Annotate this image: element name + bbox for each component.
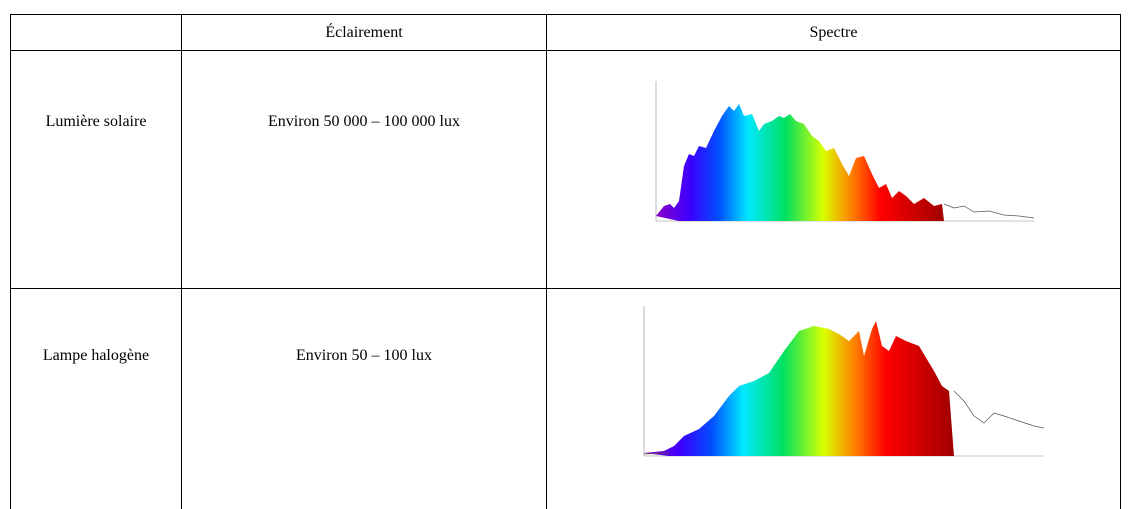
spectrum-image [624,301,1044,471]
header-cell: Spectre [547,15,1121,51]
header-text: Spectre [547,24,1120,42]
cell: Lampe halogène [11,289,182,509]
cell-text: Environ 50 000 – 100 000 lux [182,51,546,131]
cell [547,289,1121,509]
cell: Environ 50 – 100 lux [182,289,547,509]
cell [547,51,1121,289]
header-cell: Éclairement [182,15,547,51]
cell-text: Lampe halogène [11,289,181,365]
cell-text: Lumière solaire [11,51,181,131]
header-cell [11,15,182,51]
page: Éclairement Spectre Lumière solaire Envi… [0,0,1130,494]
header-text: Éclairement [182,24,546,42]
cell: Lumière solaire [11,51,182,289]
cell-text: Environ 50 – 100 lux [182,289,546,365]
table: Éclairement Spectre Lumière solaire Envi… [10,14,1121,509]
row: Lumière solaire Environ 50 000 – 100 000… [11,51,1121,289]
spectrum-image [634,76,1034,236]
header-row: Éclairement Spectre [11,15,1121,51]
row: Lampe halogène Environ 50 – 100 lux [11,289,1121,509]
cell: Environ 50 000 – 100 000 lux [182,51,547,289]
